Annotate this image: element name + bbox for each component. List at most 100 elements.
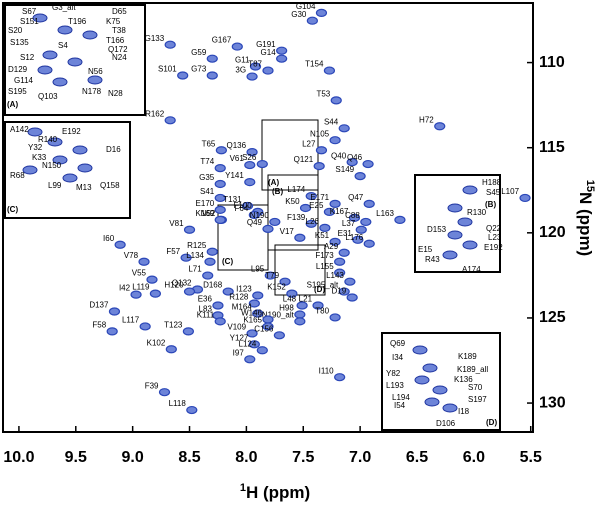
inset-contour <box>52 77 68 87</box>
inset-peak-label: M13 <box>76 183 92 192</box>
peak-contour <box>354 172 366 181</box>
inset-contour <box>442 250 458 260</box>
inset-contour <box>22 165 38 175</box>
inset-peak-label: Q69 <box>390 339 406 348</box>
x-tick-label: 5.5 <box>520 449 542 466</box>
peak-label: I110 <box>319 366 335 375</box>
inset-peak-label: R140 <box>38 135 58 144</box>
peak-label: L95 <box>251 265 265 274</box>
peak-label: N190 <box>250 211 270 220</box>
peak-label: G35 <box>199 173 215 182</box>
inset-contour <box>447 203 463 213</box>
peak-label: S149 <box>335 165 354 174</box>
peak-label: A29 <box>324 242 339 251</box>
peak-contour <box>330 96 342 105</box>
peak-label: C156 <box>254 324 274 333</box>
peak-label: T79 <box>265 271 279 280</box>
inset-tag: (C) <box>7 205 18 214</box>
inset-peak-label: E192 <box>62 127 81 136</box>
peak-contour <box>262 66 274 75</box>
peak-contour <box>299 203 312 213</box>
peak-contour <box>338 124 350 133</box>
peak-label: Q46 <box>347 153 363 162</box>
x-tick-label: 6.0 <box>463 449 485 466</box>
peak-label: H72 <box>419 115 434 124</box>
peak-contour <box>138 257 150 266</box>
peak-contour <box>315 146 328 155</box>
inset-peak-label: D106 <box>436 419 456 428</box>
peak-contour <box>106 327 118 336</box>
peak-label: W146 <box>241 309 262 318</box>
inset-contour <box>422 363 438 373</box>
inset-peak-label: S151 <box>20 17 39 26</box>
peak-contour <box>246 148 258 157</box>
peak-contour <box>256 346 268 355</box>
inset-contour <box>82 30 98 40</box>
x-axis-title: 1H (ppm) <box>240 482 310 503</box>
peak-label: K165 <box>243 316 262 325</box>
peak-label: H98 <box>279 304 294 313</box>
peak-label: G73 <box>191 65 207 74</box>
peak-contour <box>130 290 142 299</box>
peak-label: F58 <box>92 320 106 329</box>
peak-contour <box>329 237 341 246</box>
peak-label: T74 <box>200 157 214 166</box>
peak-contour <box>344 277 356 286</box>
peak-contour <box>149 289 162 298</box>
peak-contour <box>214 317 226 326</box>
peak-contour <box>362 159 374 169</box>
inset-contour <box>57 25 73 35</box>
peak-label: L155 <box>316 262 334 271</box>
inset-peak-label: T196 <box>68 17 87 26</box>
inset-peak-label: Q103 <box>38 92 58 101</box>
peak-label: K152 <box>267 283 286 292</box>
peak-contour <box>273 331 285 340</box>
peak-label: G59 <box>191 48 207 57</box>
inset-tag: (B) <box>485 200 496 209</box>
peak-label: L107 <box>501 187 519 196</box>
x-tick-label: 10.0 <box>3 449 34 466</box>
inset-peak-label: S197 <box>468 395 487 404</box>
peak-label: G133 <box>145 34 165 43</box>
inset-peak-label: K189 <box>458 352 477 361</box>
peak-contour <box>139 322 151 331</box>
inset-peak-label: L99 <box>48 181 62 190</box>
inset-peak-label: R68 <box>10 171 25 180</box>
inset-peak-label: D16 <box>106 145 121 154</box>
peak-contour <box>206 71 218 80</box>
peak-contour <box>164 40 176 49</box>
peak-contour <box>214 215 226 224</box>
peak-contour <box>248 210 260 220</box>
peak-contour <box>355 225 367 234</box>
peak-label: V109 <box>227 323 246 332</box>
peak-contour <box>108 307 121 316</box>
peak-label: V61 <box>230 154 245 163</box>
peak-contour <box>294 317 306 326</box>
peak-label: E31 <box>338 229 353 238</box>
peak-label: G30 <box>291 10 307 19</box>
peak-contour <box>264 271 276 280</box>
inset-box <box>381 332 501 431</box>
peak-contour <box>312 301 324 310</box>
peak-contour <box>249 62 262 71</box>
inset-peak-label: K75 <box>106 17 121 26</box>
peak-label: Q49 <box>247 218 263 227</box>
x-axis-title-sup: 1 <box>240 482 246 494</box>
peak-contour <box>305 191 317 201</box>
peak-label: T131 <box>223 195 242 204</box>
peak-label: S101 <box>158 65 177 74</box>
inset-tag: (A) <box>7 100 18 109</box>
y-tick-label: 125 <box>539 309 566 326</box>
peak-label: K50 <box>285 197 300 206</box>
peak-label: 3G <box>235 66 246 75</box>
inset-peak-label: K33 <box>32 153 47 162</box>
inset-peak-label: K189_all <box>457 365 488 374</box>
peak-label: L117 <box>122 316 140 325</box>
inset-peak-label: S4 <box>58 41 68 50</box>
peak-label: V81 <box>169 219 184 228</box>
inset-peak-label: L194 <box>392 393 410 402</box>
inset-peak-label: R43 <box>425 255 440 264</box>
peak-contour <box>306 16 318 25</box>
inset-peak-label: S195 <box>8 87 27 96</box>
peak-contour <box>202 271 214 280</box>
